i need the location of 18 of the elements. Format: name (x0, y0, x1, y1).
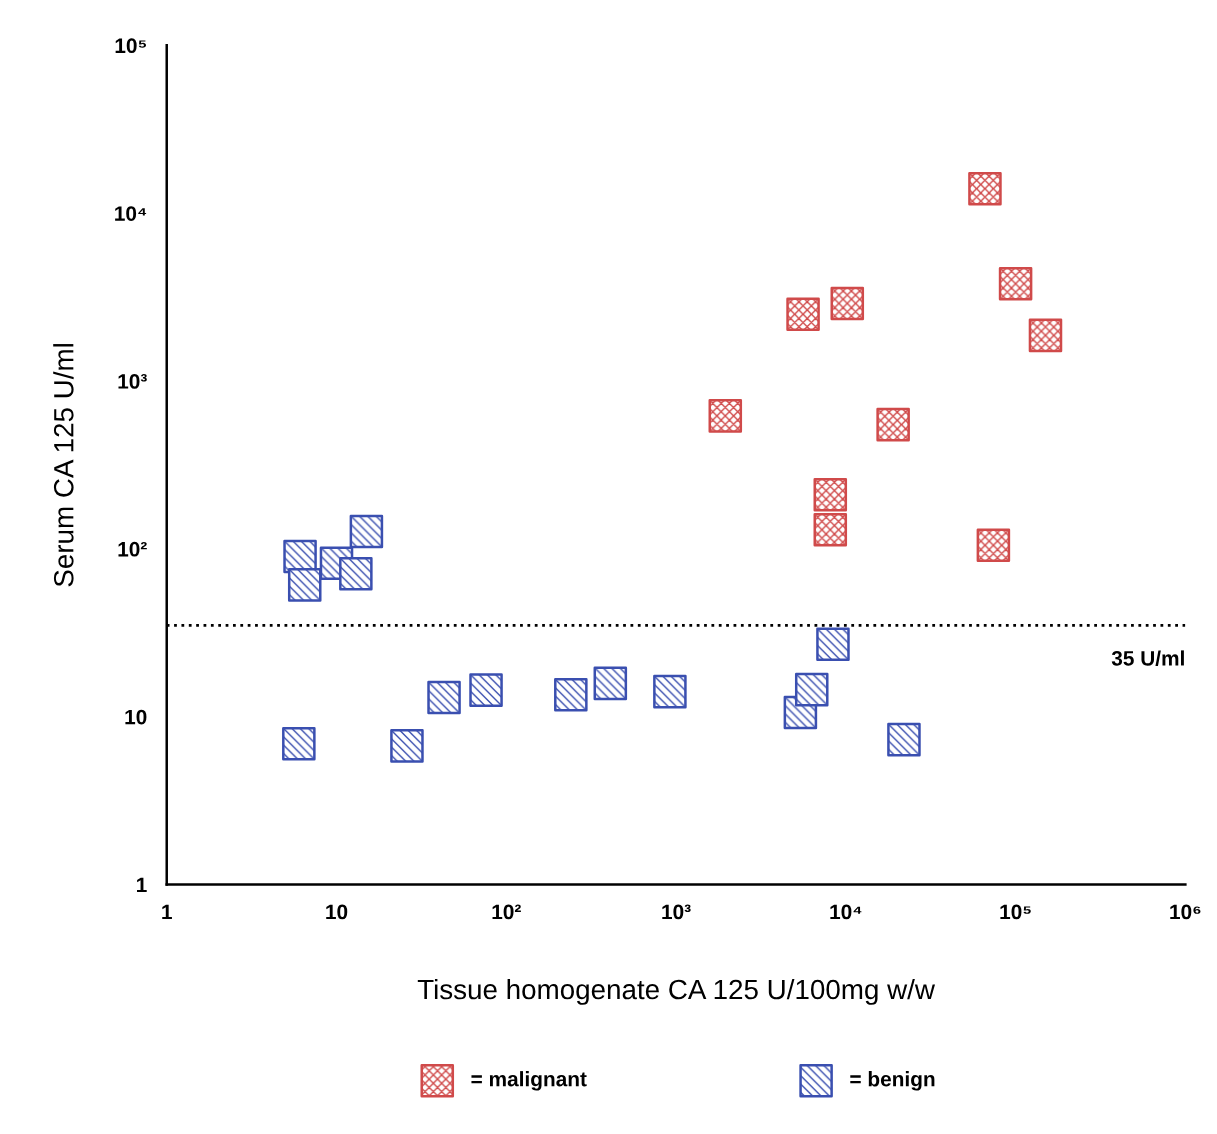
y-tick-label: 10³ (118, 374, 147, 389)
x-tick-label: 10⁴ (830, 904, 862, 920)
legend-label: = benign (850, 1071, 935, 1091)
y-tick-label: 10⁴ (115, 206, 147, 221)
ref-line-label: 35 U/ml (1111, 650, 1184, 666)
x-axis-title: Tissue homogenate CA 125 U/100mg w/w (417, 978, 936, 1005)
y-tick-label: 10⁵ (115, 38, 147, 54)
y-tick-label: 10 (125, 709, 147, 725)
x-tick-label: 10⁵ (1000, 904, 1031, 920)
x-tick-label: 10³ (662, 904, 691, 920)
y-axis-title: Serum CA 125 U/ml (53, 344, 74, 587)
y-tick-label: 1 (137, 877, 147, 893)
x-tick-label: 1 (162, 904, 172, 920)
y-tick-label: 10² (118, 541, 147, 557)
legend-label: = malignant (471, 1071, 587, 1091)
x-tick-label: 10 (326, 904, 348, 920)
x-tick-label: 10⁶ (1170, 904, 1201, 920)
x-tick-label: 10² (492, 904, 521, 920)
